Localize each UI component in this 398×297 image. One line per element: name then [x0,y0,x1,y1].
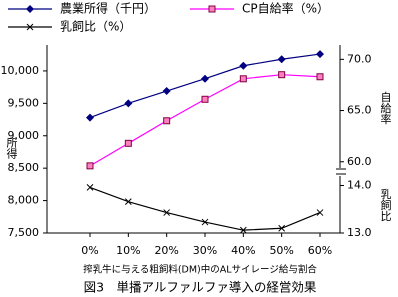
marker-stroke [239,226,247,234]
marker [316,50,324,59]
x-tick-label: 60% [308,244,332,257]
legend-label: 乳飼比（%） [60,19,131,34]
legend-label: 農業所得（千円） [60,1,156,16]
y-tick-label: 9,500 [8,96,40,109]
marker [26,5,34,13]
y-tick-label: 10,000 [1,64,40,77]
marker-stroke [316,209,324,216]
marker-stroke [163,209,171,216]
marker [201,95,209,103]
y2-tick-label: 60.0 [347,155,372,168]
x-tick-label: 20% [154,244,178,257]
series-line [89,186,321,231]
marker [239,61,248,70]
marker-stroke [278,224,286,232]
marker [277,55,286,64]
y-axis-label: 所得 [5,137,18,159]
x-tick-label: 30% [193,244,217,257]
marker [316,73,324,81]
series-line [89,74,321,167]
marker [26,23,34,31]
y3-tick-label: 13.0 [347,226,372,239]
x-tick-label: 40% [231,244,255,257]
marker-stroke [26,23,34,31]
chart-title: 図3 単播アルファルファ導入の経営効果 [84,280,317,295]
y-tick-label: 8,500 [8,161,40,174]
marker [208,5,216,13]
marker [86,184,94,191]
series-line [89,53,321,119]
x-tick-label: 50% [269,244,293,257]
marker-stroke [201,218,209,226]
y2-tick-label: 70.0 [347,52,372,65]
y2-tick-label: 65.0 [347,104,372,117]
x-tick-label: 0% [81,244,98,257]
x-axis-label: 搾乳牛に与える粗飼料(DM)中のALサイレージ給与割合 [83,264,317,276]
marker [86,113,94,122]
y3-axis-label: 乳飼比 [379,188,392,221]
marker [163,209,171,216]
marker [86,162,94,170]
marker [124,139,132,147]
marker [201,218,209,226]
marker [316,209,324,216]
x-tick-label: 10% [116,244,140,257]
marker [162,87,171,96]
marker [163,117,171,125]
marker [278,71,286,79]
marker [239,75,247,83]
y2-axis-label: 自給率 [379,91,392,125]
marker [124,198,132,206]
marker-stroke [86,184,94,191]
marker-stroke [124,198,132,206]
y-tick-label: 7,500 [8,226,40,239]
y3-tick-label: 14.0 [347,179,372,192]
marker [201,74,209,83]
y-tick-label: 8,000 [8,194,40,207]
marker [124,99,133,108]
legend-label: CP自給率（%） [242,1,329,16]
marker [239,226,247,234]
y-tick-label: 9,000 [8,129,40,142]
marker [278,224,286,232]
